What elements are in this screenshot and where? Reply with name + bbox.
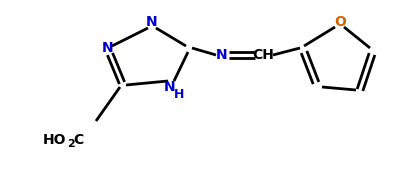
Text: CH: CH: [252, 48, 274, 62]
Text: N: N: [102, 41, 114, 55]
Text: N: N: [216, 48, 228, 62]
Text: O: O: [334, 15, 346, 29]
Text: 2: 2: [67, 139, 75, 149]
Text: N: N: [146, 15, 158, 29]
Text: C: C: [73, 133, 83, 147]
Text: HO: HO: [43, 133, 67, 147]
Text: N: N: [164, 80, 176, 94]
Text: H: H: [174, 89, 184, 101]
